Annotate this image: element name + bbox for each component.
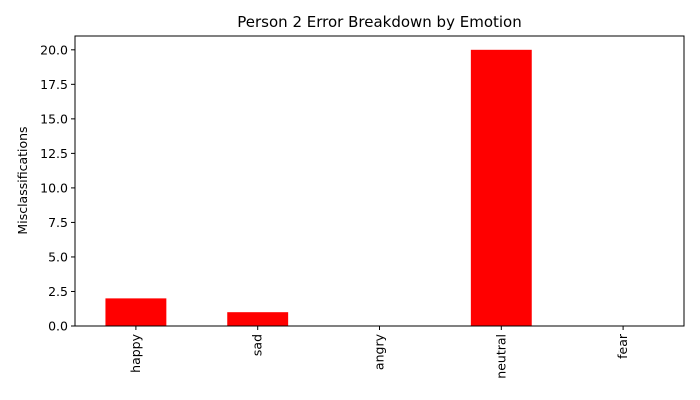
y-tick-label-4: 10.0 [40,180,68,195]
x-tick-label-angry: angry [372,333,387,370]
y-tick-label-8: 20.0 [40,42,68,57]
plot-frame [74,35,685,327]
bar-neutral [470,49,532,327]
y-axis-label: Misclassifications [15,126,30,234]
y-tick-label-1: 2.5 [48,284,68,299]
x-tick-label-sad: sad [250,334,265,356]
bar-happy [105,298,167,326]
x-tick-label-happy: happy [128,333,143,372]
y-axis-ticks: 0.0 2.5 5.0 7.5 10.0 12.5 15.0 17.5 20.0 [40,42,75,334]
bar-sad [227,312,289,326]
y-tick-label-7: 17.5 [40,77,68,92]
y-tick-label-0: 0.0 [48,319,68,334]
bars-group [105,49,532,327]
chart-title: Person 2 Error Breakdown by Emotion [237,13,521,31]
y-tick-label-2: 5.0 [48,249,68,264]
y-tick-label-6: 15.0 [40,111,68,126]
y-tick-label-3: 7.5 [48,215,68,230]
x-tick-label-neutral: neutral [493,334,508,379]
y-tick-label-5: 12.5 [40,146,68,161]
x-tick-label-fear: fear [615,333,630,359]
x-axis-ticks: happy sad angry neutral fear [128,326,630,379]
